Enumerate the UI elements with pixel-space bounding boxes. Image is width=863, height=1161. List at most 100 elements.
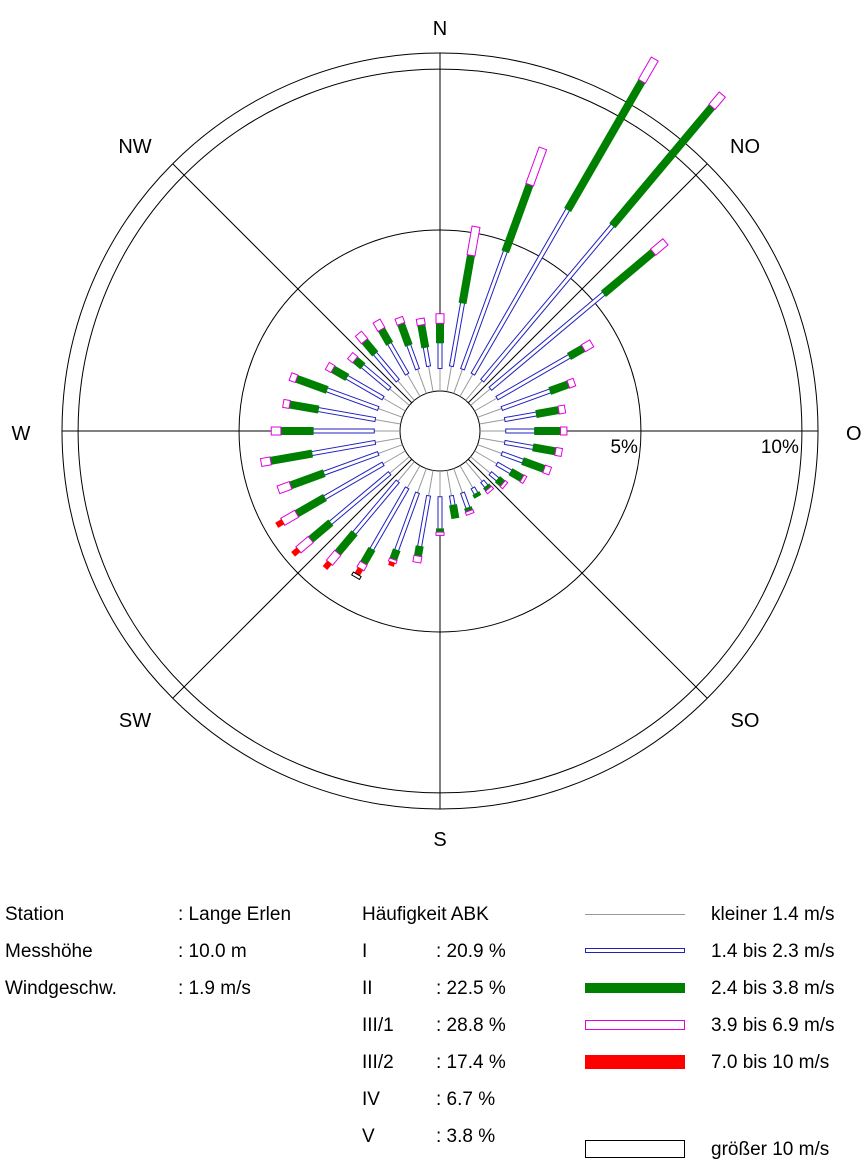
petal-bar	[437, 342, 443, 369]
petal-segment	[324, 361, 336, 374]
petal-segment	[499, 479, 509, 490]
petal-bar	[505, 428, 536, 434]
petal-bar	[534, 427, 561, 435]
petal-segment	[269, 449, 314, 465]
compass-label: SO	[731, 710, 760, 732]
legend-swatch-line	[585, 914, 685, 915]
petal-segment	[417, 323, 430, 349]
ring-label: 10%	[761, 437, 799, 458]
petal-segment	[280, 427, 314, 435]
petal-bar	[417, 494, 432, 548]
petal-segment	[372, 318, 386, 333]
petal-segment	[472, 491, 482, 499]
height-value: : 10.0 m	[178, 941, 247, 962]
petal-segment	[505, 428, 536, 434]
petal-bar	[525, 146, 548, 187]
petal-segment	[637, 56, 659, 85]
petal-segment	[412, 554, 423, 564]
petal-segment	[503, 439, 535, 450]
petal-bar	[554, 446, 564, 457]
petal-segment	[484, 485, 495, 495]
frequency-class-label: IV	[362, 1089, 380, 1110]
legend-swatch-filled	[585, 983, 685, 993]
grid-spoke	[172, 163, 413, 404]
petal-segment	[446, 366, 452, 392]
petal-bar	[324, 361, 336, 374]
compass-label: NW	[118, 136, 151, 158]
petal-segment	[495, 461, 513, 475]
petal-segment	[477, 408, 502, 418]
petal-segment	[352, 479, 400, 536]
petal-segment	[466, 225, 481, 257]
petal-bar	[548, 380, 571, 395]
petal-segment	[422, 346, 432, 368]
petal-bar	[322, 560, 333, 570]
petal-bar	[466, 225, 481, 257]
compass-label: NO	[730, 136, 760, 158]
petal-segment	[334, 530, 358, 556]
petal-bar	[500, 450, 525, 464]
petal-bar	[317, 406, 377, 423]
petal-bar	[649, 238, 669, 256]
petal-bar	[406, 343, 421, 371]
petal-bar	[458, 254, 476, 305]
rose-petals	[259, 56, 727, 581]
petal-segment	[378, 444, 403, 454]
rose-labels: 5% 10% N NO O SO S SW W NW	[12, 18, 862, 851]
station-label: Station	[5, 904, 65, 925]
legend-swatch-outline	[585, 1020, 685, 1030]
petal-segment	[351, 571, 362, 581]
petal-bar	[521, 457, 546, 473]
petal-segment	[417, 468, 427, 493]
petal-segment	[378, 408, 403, 418]
petal-segment	[310, 439, 377, 457]
frequency-class-value: : 3.8 %	[436, 1126, 496, 1147]
petal-bar	[566, 377, 577, 389]
petal-segment	[535, 406, 560, 419]
petal-segment	[346, 351, 359, 364]
petal-bar	[448, 301, 466, 368]
legend-label: 1.4 bis 2.3 m/s	[711, 941, 835, 962]
petal-bar	[464, 508, 475, 516]
petal-segment	[397, 322, 413, 347]
petal-segment	[446, 470, 452, 496]
petal-segment	[435, 313, 445, 324]
petal-segment	[375, 437, 401, 443]
petal-segment	[389, 456, 410, 474]
legend-label: größer 10 m/s	[711, 1139, 830, 1160]
petal-segment	[312, 428, 375, 434]
petal-bar	[437, 496, 443, 530]
petal-segment	[394, 315, 406, 326]
petal-segment	[288, 372, 299, 384]
petal-bar	[307, 519, 334, 543]
wind-speed-value: : 1.9 m/s	[178, 978, 251, 999]
petal-bar	[535, 406, 560, 419]
petal-segment	[448, 494, 456, 507]
petal-segment	[521, 457, 546, 473]
petal-segment	[437, 496, 443, 530]
frequency-class-label: II	[362, 978, 373, 999]
petal-segment	[294, 493, 327, 518]
petal-segment	[369, 486, 410, 551]
petal-segment	[500, 450, 525, 464]
petal-segment	[389, 388, 410, 406]
petal-segment	[566, 377, 577, 389]
compass-label: N	[433, 18, 447, 40]
petal-bar	[503, 439, 535, 450]
petal-segment	[428, 470, 434, 496]
petal-segment	[548, 380, 571, 395]
petal-bar	[270, 426, 282, 436]
petal-segment	[415, 317, 426, 327]
petal-segment	[435, 531, 445, 536]
rose-grid	[61, 52, 819, 810]
petal-segment	[600, 248, 657, 297]
petal-bar	[412, 554, 423, 564]
petal-bar	[288, 372, 299, 384]
height-label: Messhöhe	[5, 941, 93, 962]
petal-bar	[372, 318, 386, 333]
petal-segment	[322, 560, 333, 570]
petal-segment	[649, 238, 669, 256]
petal-bar	[334, 530, 358, 556]
station-value: : Lange Erlen	[178, 904, 292, 925]
petal-bar	[564, 78, 646, 213]
